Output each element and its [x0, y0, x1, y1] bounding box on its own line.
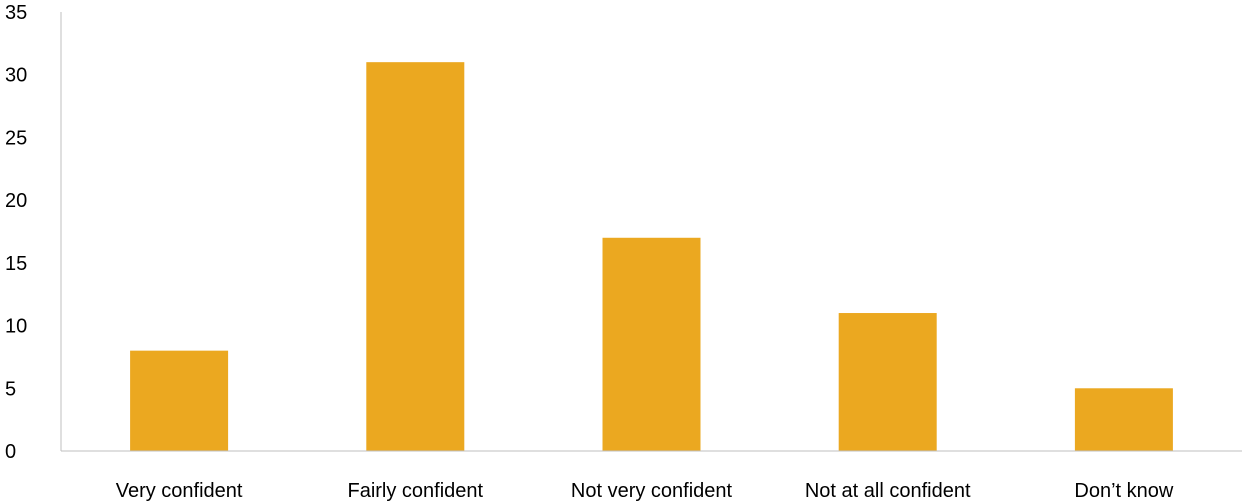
- bar: [602, 237, 701, 451]
- bar: [1074, 388, 1173, 451]
- bar: [366, 62, 465, 452]
- x-category-label: Don’t know: [1074, 480, 1173, 502]
- x-category-label: Not at all confident: [805, 480, 971, 502]
- x-category-label: Very confident: [116, 480, 243, 502]
- y-tick-label: 20: [5, 190, 27, 212]
- y-axis-ticks: 0 5 10 15 20 25 30 35: [5, 2, 27, 463]
- y-tick-label: 30: [5, 65, 27, 87]
- bar: [130, 350, 229, 451]
- y-tick-label: 0: [5, 441, 16, 463]
- x-category-label: Not very confident: [571, 480, 733, 502]
- x-category-label: Fairly confident: [347, 480, 483, 502]
- bars: [130, 62, 1173, 452]
- y-tick-label: 10: [5, 316, 27, 338]
- y-tick-label: 25: [5, 127, 27, 149]
- y-tick-label: 35: [5, 2, 27, 24]
- y-tick-label: 15: [5, 253, 27, 275]
- y-tick-label: 5: [5, 378, 16, 400]
- bar: [838, 313, 937, 451]
- x-axis-labels: Very confident Fairly confident Not very c…: [116, 480, 1174, 502]
